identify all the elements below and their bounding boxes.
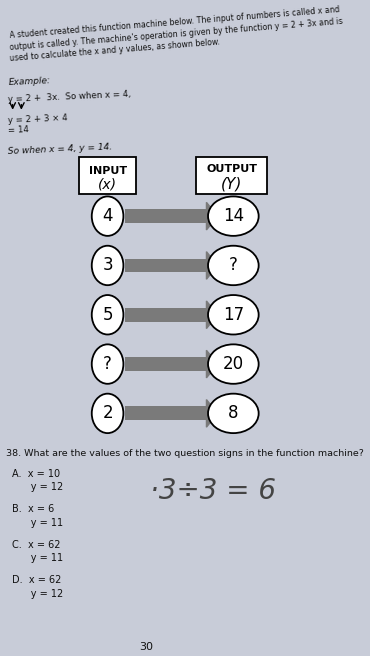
Circle shape — [92, 295, 124, 335]
Polygon shape — [206, 202, 218, 230]
Text: 38. What are the values of the two question signs in the function machine?: 38. What are the values of the two quest… — [6, 449, 364, 458]
Circle shape — [92, 246, 124, 285]
Ellipse shape — [208, 394, 259, 433]
Text: y = 12: y = 12 — [12, 482, 63, 493]
Polygon shape — [206, 301, 218, 329]
Ellipse shape — [208, 295, 259, 335]
Text: 30: 30 — [139, 642, 153, 652]
Text: 14: 14 — [223, 207, 244, 225]
Text: 20: 20 — [223, 355, 244, 373]
FancyBboxPatch shape — [125, 258, 206, 272]
Polygon shape — [206, 252, 218, 279]
Text: y = 2 +  3x.  So when x = 4,: y = 2 + 3x. So when x = 4, — [8, 90, 131, 104]
Text: D.  x = 62: D. x = 62 — [12, 575, 61, 585]
Text: 4: 4 — [102, 207, 113, 225]
Text: C.  x = 62: C. x = 62 — [12, 540, 60, 550]
Text: ·3÷3 = 6: ·3÷3 = 6 — [150, 476, 276, 504]
FancyBboxPatch shape — [125, 209, 206, 223]
Text: So when x = 4, y = 14.: So when x = 4, y = 14. — [8, 142, 113, 155]
Circle shape — [92, 394, 124, 433]
Text: A student created this function machine below. The input of numbers is called x : A student created this function machine … — [10, 5, 340, 40]
Circle shape — [92, 196, 124, 236]
Text: (x): (x) — [98, 178, 117, 192]
FancyBboxPatch shape — [125, 357, 206, 371]
FancyBboxPatch shape — [125, 308, 206, 321]
FancyBboxPatch shape — [125, 407, 206, 420]
Text: 5: 5 — [102, 306, 113, 324]
Text: (Y): (Y) — [221, 176, 242, 192]
Ellipse shape — [208, 344, 259, 384]
Circle shape — [92, 344, 124, 384]
Text: 8: 8 — [228, 404, 239, 422]
Text: ?: ? — [229, 256, 238, 274]
Text: INPUT: INPUT — [88, 166, 127, 176]
Text: = 14: = 14 — [8, 125, 29, 135]
Polygon shape — [206, 350, 218, 378]
Text: B.  x = 6: B. x = 6 — [12, 504, 54, 514]
Polygon shape — [206, 400, 218, 427]
FancyBboxPatch shape — [196, 157, 268, 194]
Text: y = 2 + 3 × 4: y = 2 + 3 × 4 — [8, 113, 68, 125]
Text: y = 11: y = 11 — [12, 518, 63, 528]
Text: 3: 3 — [102, 256, 113, 274]
Text: output is called y. The machine’s operation is given by the function y = 2 + 3x : output is called y. The machine’s operat… — [10, 16, 343, 52]
Text: OUTPUT: OUTPUT — [206, 164, 257, 174]
Text: ?: ? — [103, 355, 112, 373]
Text: 17: 17 — [223, 306, 244, 324]
Ellipse shape — [208, 246, 259, 285]
Text: used to calculate the x and y values, as shown below.: used to calculate the x and y values, as… — [10, 38, 221, 64]
Ellipse shape — [208, 196, 259, 236]
Text: y = 12: y = 12 — [12, 589, 63, 599]
Text: Example:: Example: — [8, 76, 50, 87]
Text: y = 11: y = 11 — [12, 554, 63, 564]
FancyBboxPatch shape — [79, 157, 136, 194]
Text: A.  x = 10: A. x = 10 — [12, 468, 60, 479]
Text: 2: 2 — [102, 404, 113, 422]
